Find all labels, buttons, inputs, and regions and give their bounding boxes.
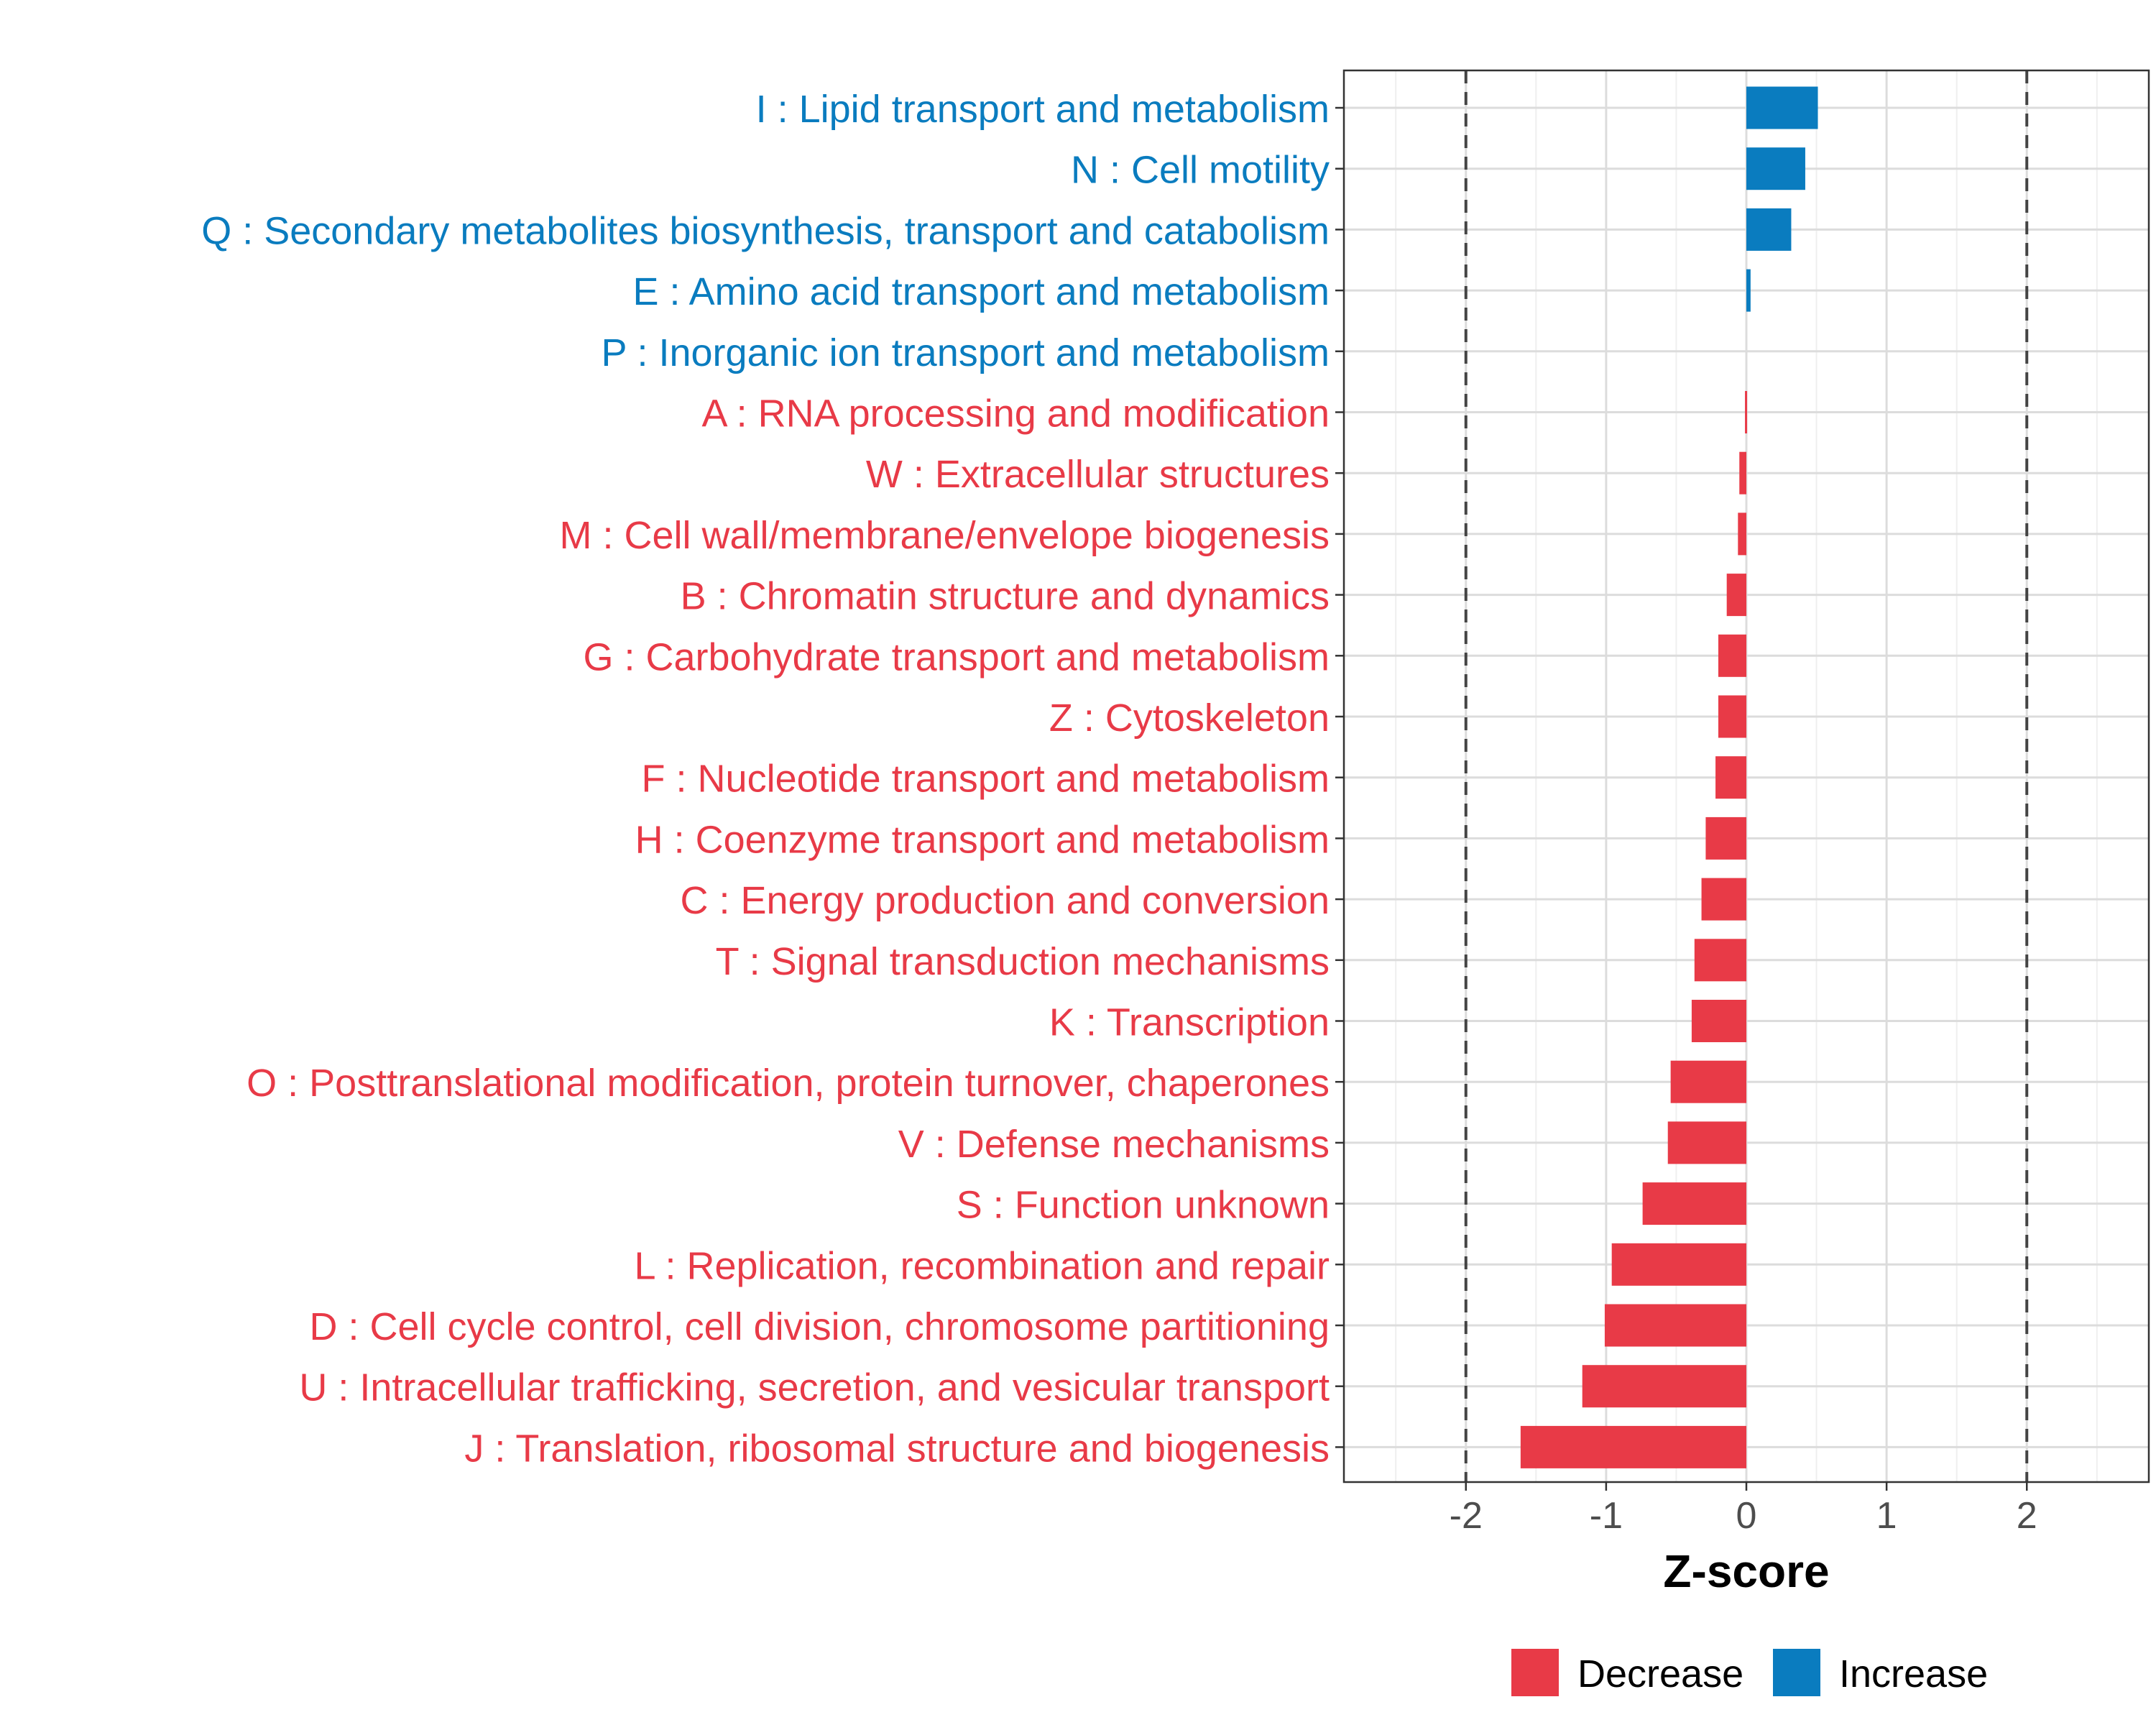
- bar: [1520, 1425, 1746, 1468]
- category-label: Z : Cytoskeleton: [1049, 696, 1330, 740]
- category-label: K : Transcription: [1049, 1001, 1330, 1044]
- bar: [1667, 1121, 1746, 1164]
- bar: [1611, 1243, 1746, 1286]
- category-label: F : Nucleotide transport and metabolism: [642, 758, 1330, 801]
- x-tick-label: 0: [1736, 1495, 1757, 1537]
- bar: [1694, 939, 1746, 982]
- x-tick-label: 1: [1876, 1495, 1897, 1537]
- category-label: B : Chromatin structure and dynamics: [681, 575, 1330, 618]
- category-label: E : Amino acid transport and metabolism: [633, 270, 1330, 313]
- legend-swatch: [1511, 1649, 1559, 1696]
- bar: [1726, 574, 1746, 617]
- category-label: D : Cell cycle control, cell division, c…: [309, 1305, 1330, 1348]
- category-label: A : RNA processing and modification: [702, 392, 1330, 436]
- bar: [1718, 695, 1746, 738]
- legend: Decrease Increase: [1511, 1649, 1988, 1696]
- x-tick-label: -2: [1450, 1495, 1483, 1537]
- bar: [1701, 878, 1746, 921]
- bar: [1718, 634, 1746, 677]
- bar: [1691, 1000, 1746, 1042]
- bar: [1670, 1060, 1746, 1103]
- bar: [1604, 1304, 1746, 1347]
- category-label: N : Cell motility: [1071, 149, 1330, 192]
- category-label: U : Intracellular trafficking, secretion…: [299, 1366, 1330, 1409]
- legend-label: Decrease: [1577, 1652, 1743, 1696]
- reference-lines: [1464, 70, 2029, 1482]
- category-label: J : Translation, ribosomal structure and…: [464, 1427, 1330, 1470]
- category-label: T : Signal transduction mechanisms: [716, 940, 1330, 983]
- bar: [1745, 391, 1748, 433]
- x-tick-label: 2: [2017, 1495, 2037, 1537]
- bar: [1642, 1182, 1746, 1225]
- x-tick-label: -1: [1590, 1495, 1623, 1537]
- category-label: W : Extracellular structures: [866, 453, 1330, 496]
- category-label: G : Carbohydrate transport and metabolis…: [584, 635, 1330, 678]
- bar: [1739, 451, 1746, 494]
- category-label: O : Posttranslational modification, prot…: [247, 1062, 1330, 1105]
- x-axis-ticks: -2 -1 0 1 2: [1450, 1482, 2037, 1537]
- category-label: Q : Secondary metabolites biosynthesis, …: [201, 209, 1330, 252]
- bar: [1746, 269, 1751, 312]
- bar: [1746, 208, 1792, 251]
- bar: [1715, 756, 1746, 799]
- category-label: V : Defense mechanisms: [898, 1123, 1330, 1166]
- category-label: P : Inorganic ion transport and metaboli…: [601, 331, 1330, 374]
- legend-label: Increase: [1839, 1652, 1988, 1696]
- bar: [1705, 816, 1746, 860]
- category-label: L : Replication, recombination and repai…: [634, 1244, 1330, 1287]
- category-label: S : Function unknown: [957, 1184, 1330, 1227]
- category-label: M : Cell wall/membrane/envelope biogenes…: [559, 514, 1330, 557]
- bar: [1738, 512, 1746, 556]
- category-label: I : Lipid transport and metabolism: [756, 88, 1330, 131]
- bar: [1746, 147, 1805, 190]
- bar: [1746, 86, 1818, 129]
- category-label: C : Energy production and conversion: [680, 879, 1330, 922]
- x-axis-title: Z-score: [1663, 1545, 1829, 1597]
- bars: [1520, 86, 1818, 1468]
- bar: [1582, 1365, 1746, 1408]
- category-label: H : Coenzyme transport and metabolism: [635, 818, 1330, 861]
- category-labels: I : Lipid transport and metabolism N : Ce…: [201, 88, 1344, 1470]
- legend-swatch: [1773, 1649, 1820, 1696]
